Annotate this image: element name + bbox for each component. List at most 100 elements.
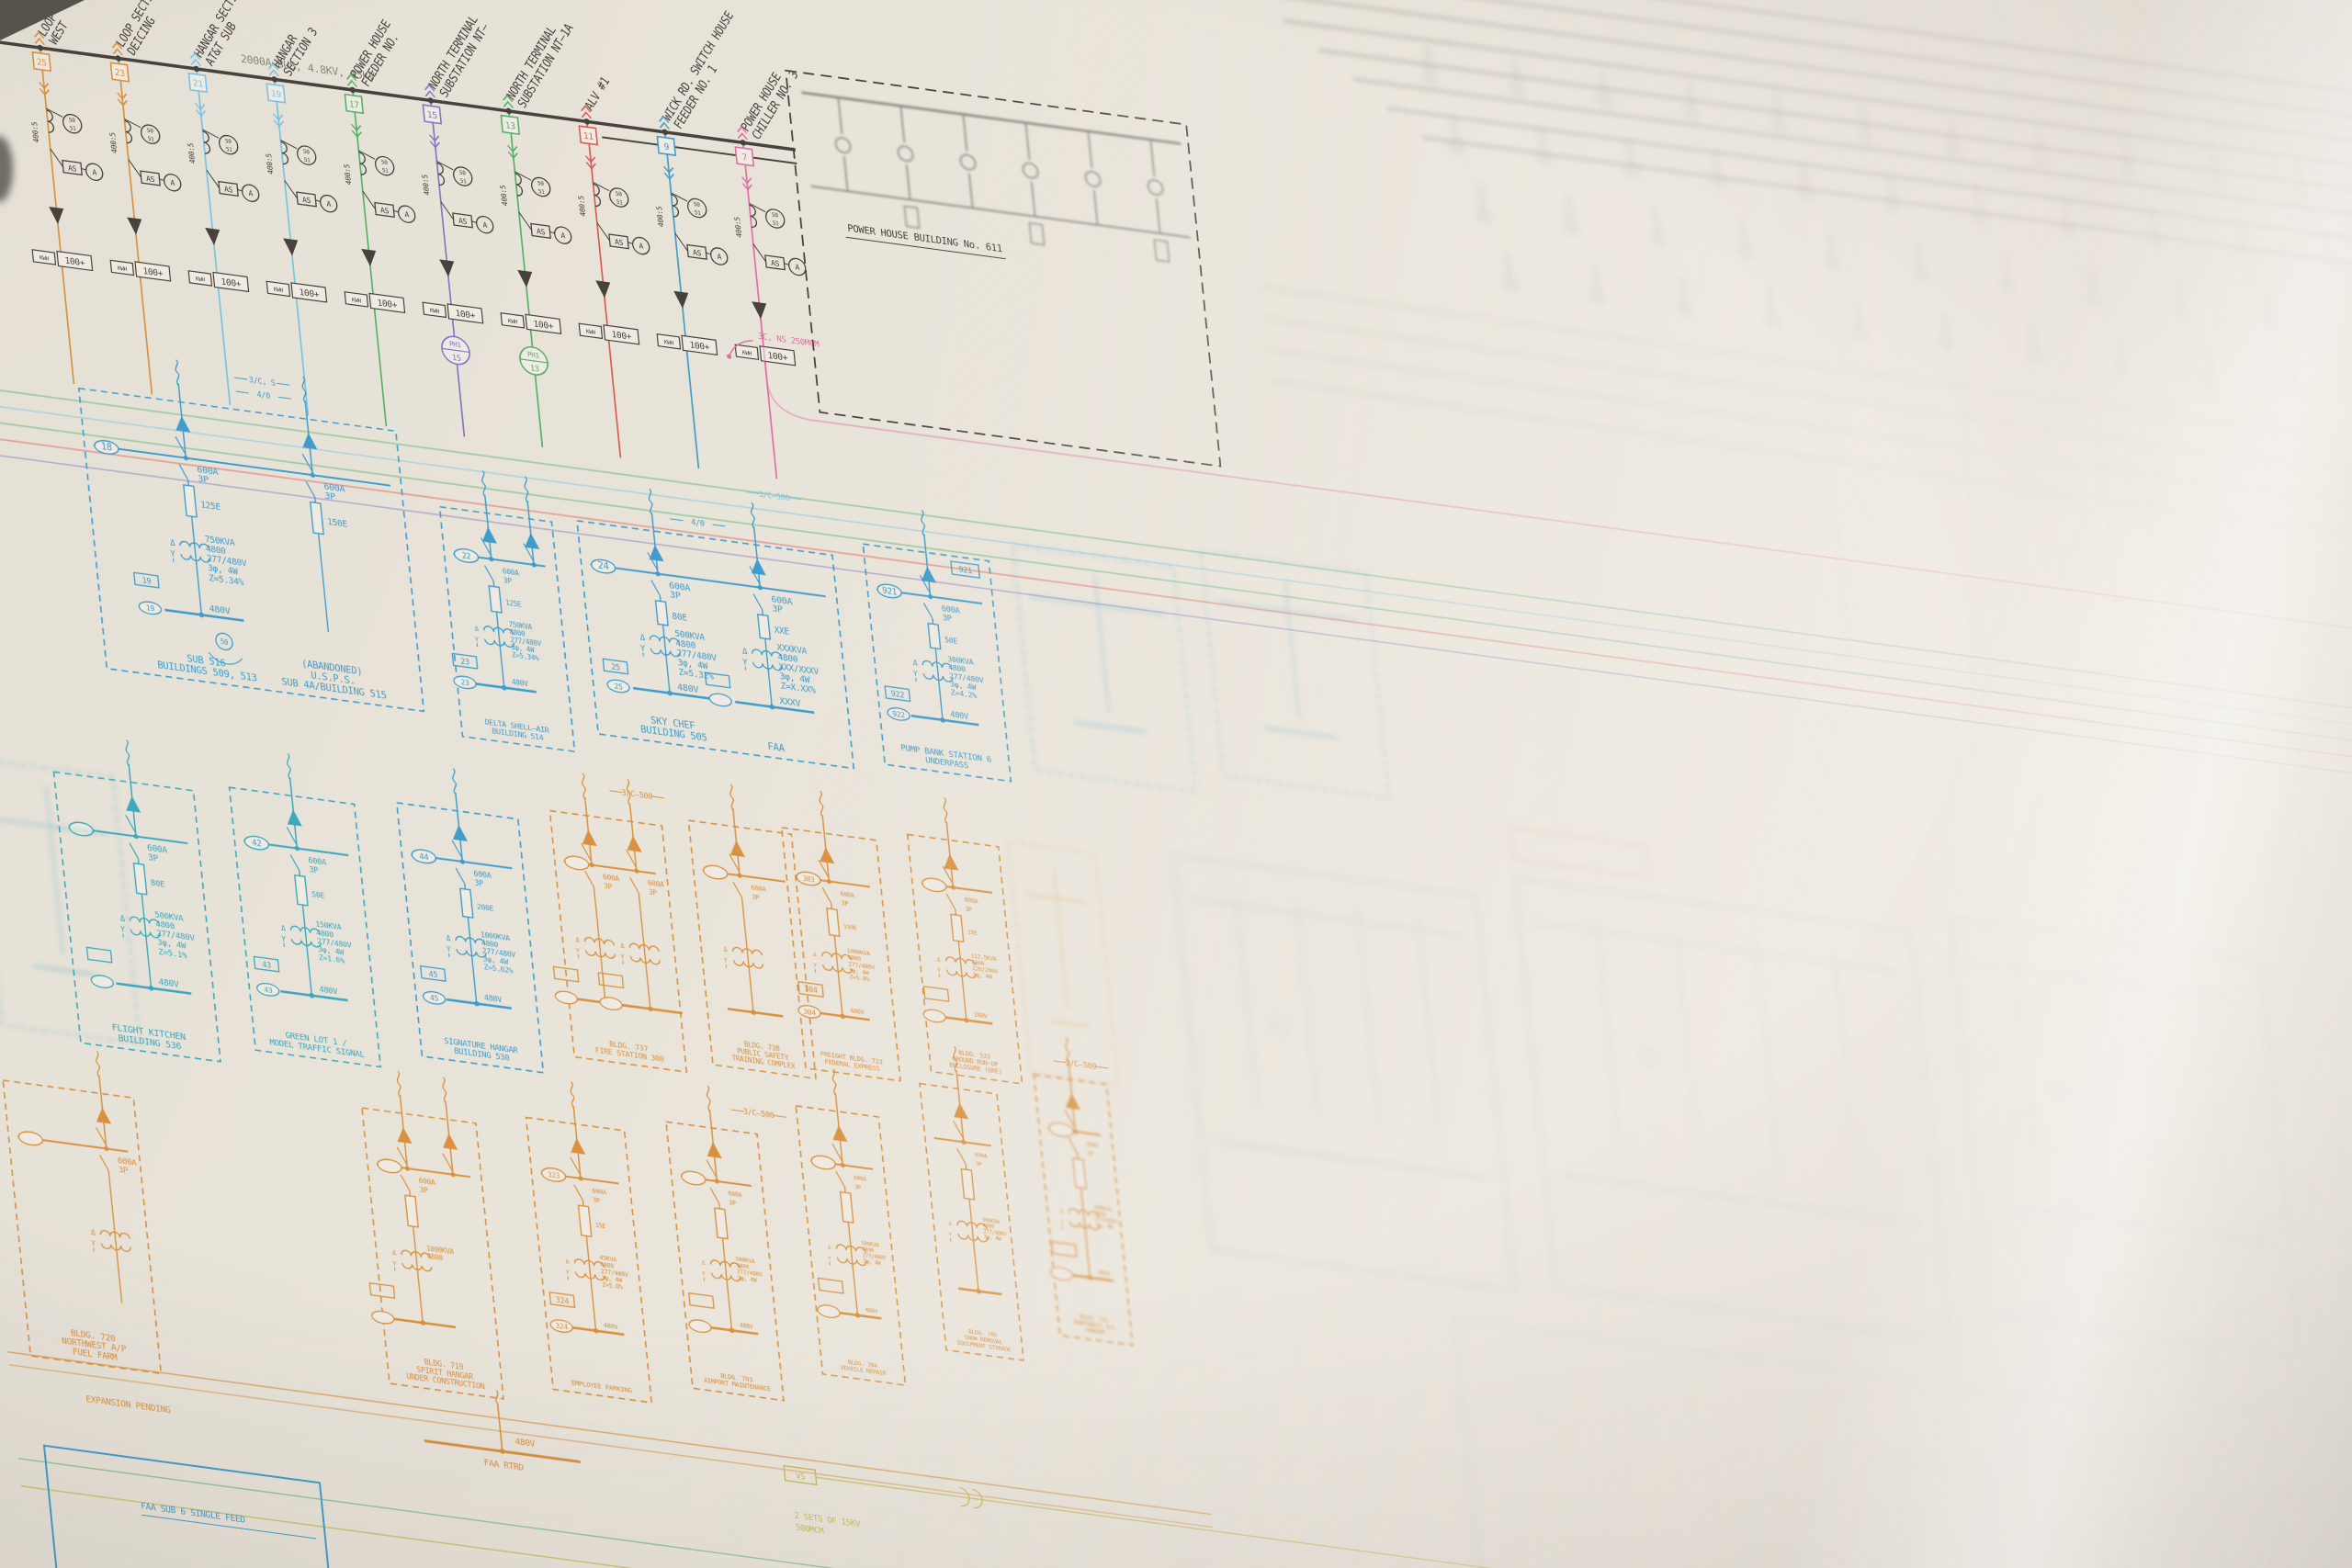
text-label: 500MCM — [795, 1524, 824, 1537]
arrowhead-icon — [752, 301, 767, 320]
text-label: 3P — [593, 1195, 601, 1204]
text-label: 15 — [426, 110, 437, 121]
ct-coil-icon — [46, 109, 55, 133]
text-label: EXPANSION PENDING — [85, 1394, 172, 1416]
text-label: FAA RTRD — [483, 1458, 525, 1473]
text-label: Δ — [119, 914, 126, 924]
text-label: 400:5 — [108, 131, 119, 153]
text-label: 400:5 — [343, 164, 353, 186]
text-label: 400:5 — [655, 206, 665, 228]
text-label: 51 — [695, 209, 702, 217]
text-label: Y — [392, 1258, 398, 1268]
text-label: 400:5 — [733, 216, 743, 238]
text-label: 150E — [327, 517, 348, 530]
fuse-icon — [950, 913, 965, 943]
fuse-icon — [459, 887, 474, 919]
feed-arrow-icon — [571, 1137, 586, 1155]
feed-arrow-icon — [730, 840, 746, 857]
text-label: 3P — [119, 1166, 130, 1176]
text-label: 19 — [141, 577, 152, 587]
ct-coil-icon — [593, 183, 602, 208]
text-label: 400:5 — [577, 195, 587, 217]
feed-arrow-icon — [820, 847, 835, 864]
text-label: POWER HOUSE BUILDING No. 611 — [847, 223, 1003, 255]
text-label: Δ — [575, 935, 581, 944]
text-label: 43 — [264, 986, 273, 995]
text-label: AS — [771, 259, 780, 268]
text-label: 50 — [147, 128, 154, 135]
arrowhead-icon — [595, 280, 611, 299]
text-label: A — [170, 178, 175, 187]
text-label: 324 — [555, 1296, 570, 1307]
text-label: Y — [640, 644, 647, 654]
text-label: 200E — [477, 903, 494, 913]
text-label: 51 — [460, 178, 468, 186]
power-house-box: POWER HOUSE BUILDING No. 611 — [785, 69, 1222, 468]
text-label: 19 — [270, 89, 281, 100]
text-label: 921 — [958, 566, 973, 577]
text-label: 480V — [1097, 1269, 1111, 1278]
box-tag — [85, 946, 113, 964]
bus-tag-oval — [810, 1155, 836, 1170]
text-label: 4800 — [426, 1252, 444, 1262]
fuse-icon — [183, 484, 198, 518]
text-label: 480V — [950, 710, 970, 722]
text-label: 50E — [944, 635, 958, 646]
text-label: 50 — [220, 637, 229, 647]
text-label: 600A — [854, 1175, 867, 1183]
text-label: Δ — [948, 1222, 953, 1227]
text-label: 600A — [728, 1190, 742, 1199]
text-label: A — [326, 199, 332, 209]
text-label: 3P — [309, 865, 319, 875]
text-label: 3P — [942, 614, 952, 624]
text-label: Y — [281, 934, 287, 943]
text-label: 15E — [967, 930, 978, 937]
text-label: A — [404, 210, 410, 220]
feed-arrow-icon — [1066, 1093, 1081, 1111]
text-label: 600A — [840, 890, 854, 899]
bus-tag-oval — [1049, 1267, 1074, 1281]
text-label: 50E — [311, 889, 325, 900]
text-label: 45 — [428, 970, 438, 980]
text-label: 480V — [739, 1322, 753, 1331]
text-label: Y — [949, 1233, 954, 1238]
bus-tag-oval — [817, 1304, 841, 1318]
text-label: 51 — [382, 167, 390, 175]
ct-coil-icon — [671, 194, 680, 218]
text-label: 15 — [452, 354, 462, 364]
text-label: 50 — [381, 159, 389, 166]
text-label: 3P — [752, 893, 761, 902]
text-label: 23 — [460, 678, 469, 687]
text-label: FAA — [767, 741, 786, 754]
text-label: 3P — [670, 590, 682, 601]
blurred-blue-region — [1170, 827, 2302, 1568]
text-label: 3P — [841, 899, 849, 908]
bus-tag-oval — [922, 877, 947, 893]
text-label: 44 — [419, 852, 430, 863]
fuse-icon — [294, 874, 309, 907]
text-label: Z=5.32% — [678, 668, 714, 682]
bus-tag-oval — [17, 1131, 44, 1146]
arrowhead-icon — [283, 238, 299, 256]
text-label: 50 — [69, 117, 76, 124]
text-label: AS — [693, 248, 702, 257]
text-label: EMPLOYEE PARKING — [571, 1378, 632, 1394]
box-tag — [688, 1292, 715, 1309]
text-label: A — [482, 220, 488, 230]
text-label: 51 — [616, 199, 624, 207]
fuse-icon — [132, 863, 148, 896]
text-label: Δ — [474, 624, 480, 633]
text-label: 4/0 — [691, 518, 706, 529]
fuse-icon — [1072, 1157, 1087, 1190]
